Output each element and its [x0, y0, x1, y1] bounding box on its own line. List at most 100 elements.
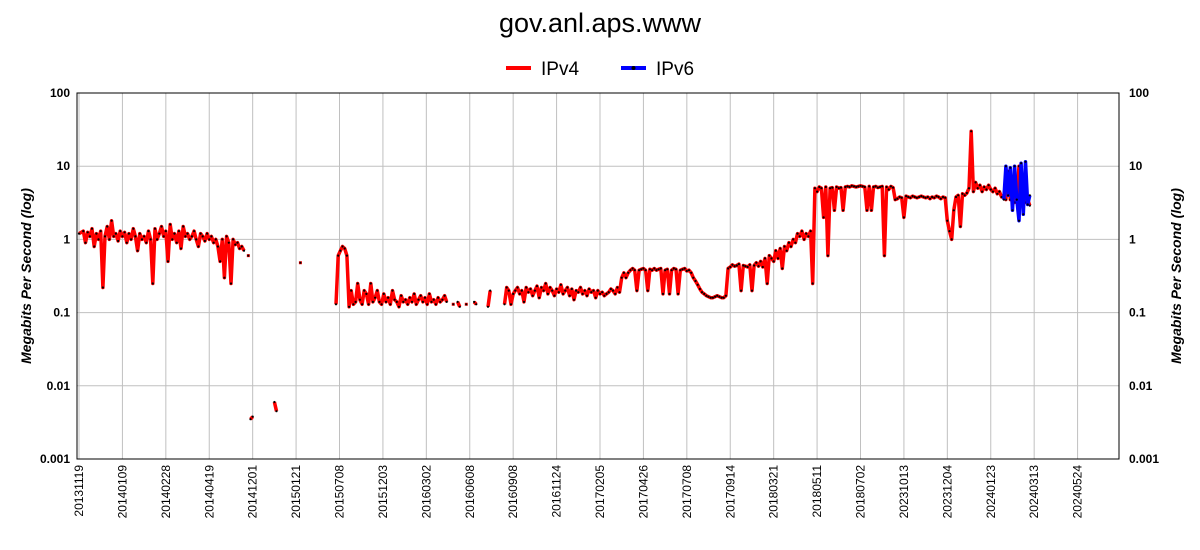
- data-point-ipv6: [1007, 194, 1010, 197]
- data-point-ipv4: [234, 243, 237, 246]
- data-point-ipv4: [692, 276, 695, 279]
- y-tick-label-right: 0.01: [1129, 379, 1153, 393]
- data-point-ipv4: [352, 303, 355, 306]
- data-point-ipv4: [722, 296, 725, 299]
- data-point-ipv4: [339, 249, 342, 252]
- data-point-ipv4: [679, 269, 682, 272]
- data-point-ipv4: [585, 294, 589, 297]
- x-tick-label: 20151203: [376, 465, 390, 519]
- data-point-ipv4: [588, 287, 591, 291]
- data-point-ipv4: [822, 216, 825, 219]
- data-point-ipv4: [413, 292, 416, 295]
- data-point-ipv4: [672, 267, 675, 270]
- data-point-ipv4: [564, 289, 567, 292]
- data-point-ipv4: [950, 238, 953, 241]
- x-tick-label: 20170426: [636, 465, 650, 519]
- series-line-ipv4: [78, 218, 246, 290]
- data-point-ipv4: [132, 227, 135, 230]
- data-point-ipv4: [642, 267, 645, 270]
- data-point-ipv4: [614, 292, 617, 295]
- data-point-ipv4: [837, 187, 840, 190]
- data-point-ipv4: [831, 186, 834, 189]
- data-point-ipv4: [998, 190, 1001, 193]
- data-point-ipv4: [627, 271, 630, 274]
- data-point-ipv4: [703, 292, 706, 295]
- data-point-ipv4: [952, 209, 955, 212]
- data-point-ipv4: [430, 300, 433, 303]
- data-point-ipv4: [933, 196, 936, 199]
- data-point-ipv4: [88, 235, 91, 238]
- data-point-ipv4: [683, 267, 686, 270]
- data-point-ipv4: [103, 235, 107, 238]
- data-point-ipv4: [807, 235, 810, 238]
- data-point-ipv4: [970, 130, 973, 133]
- y-tick-label-left: 0.1: [53, 306, 70, 320]
- plot-area: [76, 92, 1120, 460]
- data-point-ipv4: [393, 298, 396, 301]
- data-point-ipv4: [206, 232, 209, 235]
- legend-item-ipv4[interactable]: IPv4: [506, 59, 579, 80]
- data-point-ipv4: [829, 187, 832, 190]
- data-point-ipv4: [544, 282, 547, 285]
- data-point-ipv4: [954, 195, 958, 199]
- data-point-ipv4: [428, 292, 431, 295]
- data-point-ipv4: [607, 291, 610, 294]
- data-point-ipv4: [813, 187, 817, 190]
- data-point-ipv4: [959, 225, 962, 228]
- data-point-ipv4: [720, 296, 723, 299]
- data-point-ipv4: [659, 267, 662, 270]
- data-point-ipv4: [210, 235, 213, 238]
- data-point-ipv4: [863, 185, 866, 189]
- data-point-ipv4: [983, 185, 986, 189]
- data-point-ipv4: [885, 185, 888, 189]
- data-point-ipv4: [674, 268, 678, 271]
- x-tick-label: 20140109: [115, 465, 129, 519]
- x-tick-label: 20150708: [333, 465, 347, 519]
- data-point-ipv4: [197, 245, 200, 248]
- data-point-ipv4: [911, 195, 914, 198]
- data-point-ipv4: [533, 289, 537, 292]
- data-point-ipv4: [811, 282, 814, 285]
- series-line-ipv4: [334, 244, 449, 309]
- data-point-ipv4: [978, 184, 982, 187]
- data-point-ipv4: [136, 249, 139, 252]
- data-point-ipv4: [763, 257, 767, 260]
- data-point-ipv4: [112, 235, 115, 238]
- data-point-ipv4: [620, 276, 623, 279]
- data-point-ipv4: [507, 289, 510, 292]
- data-point-ipv4: [452, 303, 455, 306]
- data-point-ipv4: [996, 192, 999, 195]
- data-point-ipv4: [182, 225, 185, 228]
- data-point-ipv4: [928, 197, 932, 200]
- data-point-ipv4: [755, 261, 758, 264]
- y-tick-label-right: 100: [1129, 86, 1149, 100]
- data-point-ipv4: [622, 271, 626, 274]
- data-point-ipv4: [400, 294, 403, 297]
- data-point-ipv4: [299, 261, 302, 264]
- data-point-ipv4: [361, 303, 364, 306]
- data-point-ipv4: [345, 254, 348, 257]
- data-point-ipv4: [520, 289, 523, 292]
- data-point-ipv4: [798, 235, 801, 238]
- series-layer: [77, 129, 1032, 421]
- series-ipv6: [1002, 160, 1032, 223]
- data-point-ipv4: [985, 188, 988, 191]
- data-point-ipv4: [844, 185, 847, 189]
- data-point-ipv4: [789, 245, 793, 248]
- data-point-ipv4: [1000, 195, 1003, 199]
- data-point-ipv4: [540, 286, 543, 289]
- data-point-ipv4: [594, 296, 597, 299]
- data-point-ipv4: [598, 292, 602, 295]
- data-point-ipv4: [509, 303, 513, 306]
- y-tick-label-left: 0.001: [40, 452, 70, 466]
- data-point-ipv4: [106, 225, 109, 228]
- data-point-ipv4: [770, 257, 773, 260]
- data-point-ipv4: [653, 267, 656, 270]
- data-point-ipv4: [356, 282, 359, 285]
- data-point-ipv4: [158, 232, 161, 235]
- legend-item-ipv6[interactable]: IPv6: [621, 59, 694, 80]
- data-point-ipv4: [389, 303, 392, 306]
- data-point-ipv4: [546, 292, 550, 295]
- data-point-ipv4: [151, 282, 154, 285]
- data-point-ipv4: [746, 265, 749, 269]
